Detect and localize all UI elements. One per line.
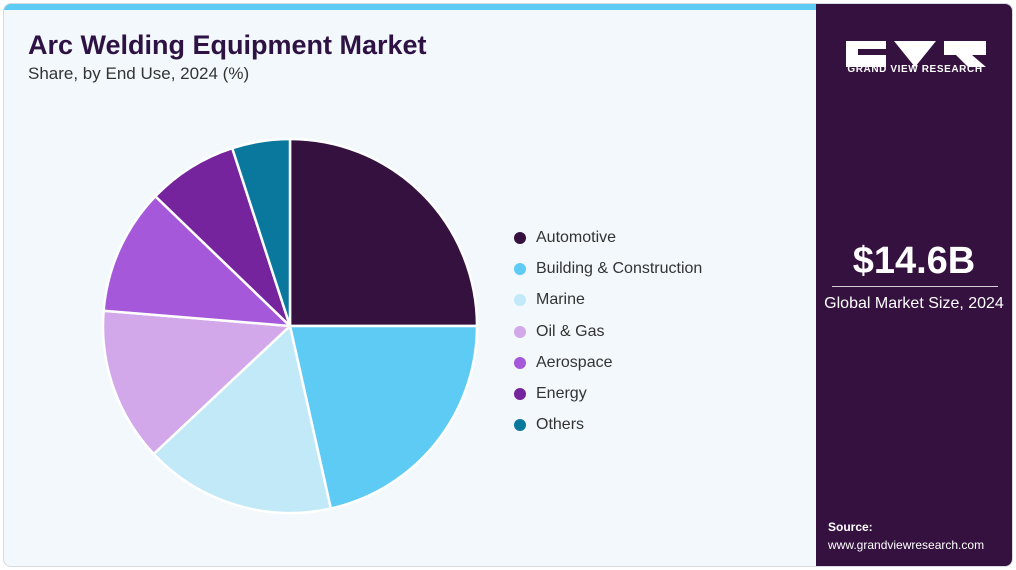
legend-item: Marine (514, 285, 702, 316)
legend-item: Automotive (514, 222, 702, 253)
legend-swatch (514, 325, 526, 338)
market-value-label: Global Market Size, 2024 (824, 295, 1004, 312)
legend-swatch (514, 388, 526, 401)
legend-item: Aerospace (514, 347, 702, 378)
legend-swatch (514, 356, 526, 369)
pie-slice-building-construction (288, 324, 479, 510)
summary-panel: GRAND VIEW RESEARCH $14.6B Global Market… (816, 4, 1012, 566)
brand-name: GRAND VIEW RESEARCH (847, 64, 983, 75)
value-divider (832, 286, 998, 287)
grand-view-research-logo (846, 41, 986, 67)
pie-slice-others (230, 137, 292, 328)
legend-item: Building & Construction (514, 253, 702, 284)
chart-subtitle: Share, by End Use, 2024 (%) (28, 64, 250, 83)
legend-item: Energy (514, 378, 702, 409)
pie-slice-energy (154, 146, 292, 328)
pie-slice-aerospace (102, 195, 292, 328)
legend-label: Automotive (536, 228, 617, 246)
chart-legend: Automotive Building & Construction Marine O… (514, 222, 702, 441)
chart-card: Arc Welding Equipment Market Share, by E… (3, 3, 1013, 567)
legend-label: Aerospace (536, 353, 613, 371)
pie-slice-automotive (288, 137, 479, 328)
legend-swatch (514, 419, 526, 432)
legend-label: Oil & Gas (536, 322, 605, 340)
accent-bar (4, 4, 816, 10)
pie-slice-marine (152, 324, 333, 515)
legend-swatch (514, 294, 526, 307)
legend-label: Others (536, 416, 585, 434)
legend-label: Energy (536, 385, 587, 403)
legend-swatch (514, 262, 526, 275)
legend-item: Oil & Gas (514, 316, 702, 347)
source-label: Source: (828, 520, 873, 534)
pie-chart (101, 137, 479, 515)
market-value: $14.6B (852, 240, 976, 282)
legend-label: Marine (536, 291, 585, 309)
source-link[interactable]: www.grandviewresearch.com (828, 538, 985, 552)
legend-item: Others (514, 410, 702, 441)
legend-swatch (514, 231, 526, 244)
legend-label: Building & Construction (536, 259, 703, 277)
pie-slice-oil-gas (101, 309, 292, 456)
chart-title: Arc Welding Equipment Market (28, 30, 427, 60)
